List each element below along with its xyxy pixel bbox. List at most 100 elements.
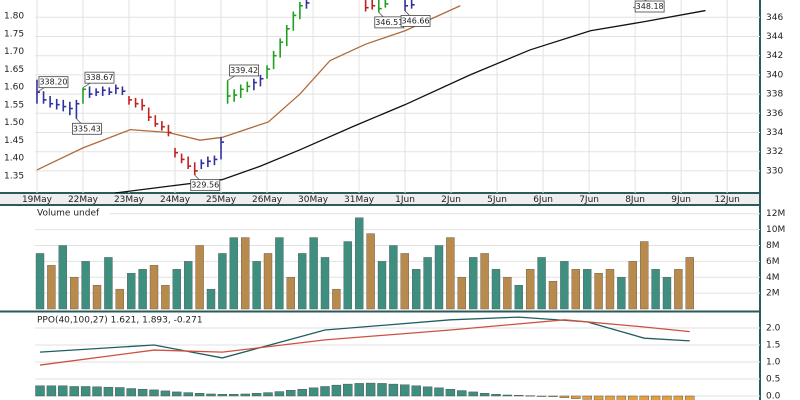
y2-tick-label: 1.40	[4, 154, 24, 164]
volume-bar	[332, 288, 341, 310]
y-tick-label: 4M	[766, 273, 780, 283]
volume-bar	[525, 269, 535, 310]
volume-bar	[104, 257, 113, 310]
histogram-bar	[650, 395, 661, 400]
volume-bar	[389, 245, 398, 310]
y2-tick-label: 1.65	[4, 65, 24, 75]
volume-bar	[651, 269, 660, 310]
volume-bar	[468, 257, 478, 310]
volume-bar	[320, 257, 330, 310]
volume-bar	[115, 288, 125, 310]
histogram-bar	[286, 390, 296, 397]
histogram-bar	[628, 395, 638, 400]
histogram-bar	[46, 385, 57, 397]
volume-bar	[446, 237, 455, 310]
volume-bar	[639, 241, 649, 310]
annotation-box	[229, 64, 259, 77]
histogram-bar	[605, 395, 615, 400]
volume-bar	[35, 253, 45, 310]
volume-bar	[138, 269, 147, 310]
volume-bar	[184, 261, 193, 310]
histogram-bar	[229, 394, 239, 397]
histogram-bar	[240, 393, 250, 397]
histogram-bar	[593, 395, 604, 400]
volume-bar	[161, 284, 170, 310]
histogram-bar	[685, 395, 695, 400]
x-tick-label: 24May	[160, 195, 191, 205]
histogram-bar	[172, 391, 182, 397]
y-tick-label: 340	[766, 70, 783, 80]
y-tick-label: 344	[766, 32, 783, 42]
histogram-bar	[115, 387, 125, 397]
y-tick-label: 346	[766, 13, 783, 23]
histogram-bar	[491, 394, 501, 397]
annotation-box	[634, 0, 665, 13]
y-tick-label: 8M	[766, 241, 780, 251]
volume-bar	[354, 217, 364, 310]
histogram-bar	[217, 394, 228, 397]
annotation-label: 346.66	[402, 16, 430, 25]
histogram-bar	[388, 383, 399, 397]
volume-bar	[685, 257, 694, 310]
y-tick-label: 0.0	[766, 391, 781, 400]
histogram-bar	[639, 395, 649, 400]
x-tick-label: 19May	[22, 195, 53, 205]
volume-bar	[286, 277, 296, 310]
x-tick-label: 2Jun	[441, 195, 461, 205]
volume-bar	[423, 257, 432, 310]
volume-bar	[491, 269, 501, 310]
histogram-bar	[548, 395, 558, 397]
histogram-bar	[183, 392, 193, 397]
y2-tick-label: 1.50	[4, 118, 24, 128]
x-tick-label: 31May	[344, 195, 375, 205]
histogram-bar	[149, 389, 159, 397]
histogram-bar	[58, 385, 68, 397]
histogram-bar	[445, 388, 456, 397]
ppo-line	[39, 316, 690, 359]
annotation-label: 338.20	[39, 78, 67, 87]
histogram-bar	[662, 395, 672, 400]
title-bg	[35, 314, 252, 325]
y-tick-label: 330	[766, 166, 783, 176]
histogram-bar	[103, 386, 114, 397]
annotation-box	[84, 71, 115, 84]
y2-tick-label: 1.60	[4, 83, 24, 93]
annotation-box	[72, 122, 102, 135]
x-tick-label: 5Jun	[487, 195, 507, 205]
volume-bar	[571, 269, 580, 310]
annotation-label: 346.51	[375, 18, 403, 27]
histogram-bar	[354, 383, 364, 397]
plot-layer: 330 332 334 336 338 340 342 344 346 1.35 1.40 1.45 1…	[4, 0, 785, 400]
volume-bar	[275, 237, 284, 310]
x-tick-label: 8Jun	[625, 195, 645, 205]
volume-bar	[605, 269, 615, 310]
histogram-bar	[411, 385, 421, 397]
y-tick-label: 342	[766, 51, 783, 61]
volume-bar	[617, 277, 626, 310]
annotation-box	[400, 15, 431, 27]
histogram-bar	[400, 384, 410, 397]
volume-bar	[263, 253, 273, 310]
histogram-bar	[194, 393, 205, 397]
y2-tick-label: 1.45	[4, 136, 24, 146]
x-tick-label: 9Jun	[671, 195, 691, 205]
panel	[35, 0, 760, 193]
volume-bar	[503, 277, 512, 310]
date-strip	[0, 193, 760, 205]
volume-bar	[628, 261, 637, 310]
histogram-bar	[422, 386, 433, 397]
volume-bar	[594, 273, 603, 310]
histogram-bar	[263, 392, 273, 397]
y-tick-label: 6M	[766, 257, 780, 267]
histogram-bar	[673, 395, 684, 400]
title-bg	[35, 207, 110, 218]
histogram-bar	[582, 395, 592, 400]
volume-bar	[662, 277, 672, 310]
volume-bar	[218, 253, 227, 310]
volume-bar	[127, 273, 136, 310]
volume-bar	[92, 284, 102, 310]
y-tick-label: 332	[766, 147, 783, 157]
histogram-bar	[514, 395, 524, 397]
histogram-bar	[297, 388, 307, 397]
panel	[35, 316, 760, 400]
